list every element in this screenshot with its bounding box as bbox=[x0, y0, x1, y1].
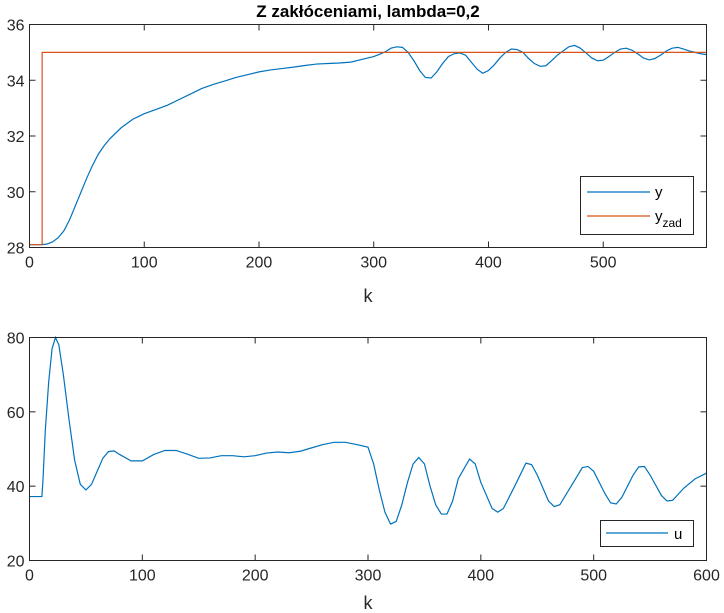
bottom-x-tick-label: 500 bbox=[580, 568, 607, 585]
top-y-tick-label: 34 bbox=[7, 73, 25, 90]
top-x-tick-label: 400 bbox=[475, 255, 502, 272]
top-x-tick-label: 500 bbox=[590, 255, 617, 272]
top-y-tick-label: 36 bbox=[7, 18, 25, 35]
top-subplot: Z zakłóceniami, lambda=0,2 0 100 200 300 400… bbox=[7, 2, 707, 306]
top-x-tick-label: 0 bbox=[25, 255, 34, 272]
bottom-y-tick-label: 20 bbox=[7, 554, 25, 571]
bottom-y-tick-label: 60 bbox=[7, 405, 25, 422]
bottom-x-ticks: 0 100 200 300 400 500 600 bbox=[25, 337, 720, 585]
legend-yzad-subscript: zad bbox=[663, 216, 682, 230]
bottom-x-tick-label: 100 bbox=[129, 568, 156, 585]
top-x-tick-label: 200 bbox=[246, 255, 273, 272]
bottom-series-line-u bbox=[29, 335, 707, 525]
legend-yzad-label: yzad bbox=[655, 208, 682, 230]
top-y-tick-label: 32 bbox=[7, 129, 25, 146]
top-y-ticks: 28 30 32 34 36 bbox=[7, 18, 707, 258]
bottom-x-tick-label: 600 bbox=[693, 568, 720, 585]
top-series-group bbox=[29, 44, 707, 246]
top-chart-title: Z zakłóceniami, lambda=0,2 bbox=[256, 2, 479, 21]
bottom-x-axis-label: k bbox=[364, 593, 374, 613]
bottom-y-ticks: 20 40 60 80 bbox=[7, 331, 707, 571]
top-series-line-y bbox=[29, 44, 707, 246]
legend-u-label: u bbox=[674, 526, 682, 543]
legend-yzad-main: y bbox=[655, 208, 663, 225]
top-y-tick-label: 30 bbox=[7, 185, 25, 202]
legend-y-label: y bbox=[655, 184, 663, 201]
bottom-x-tick-label: 300 bbox=[355, 568, 382, 585]
bottom-x-tick-label: 400 bbox=[467, 568, 494, 585]
bottom-legend: u bbox=[600, 520, 694, 547]
bottom-series-group bbox=[29, 335, 707, 525]
top-legend: y yzad bbox=[580, 176, 694, 235]
bottom-subplot: 0 100 200 300 400 500 600 20 40 60 80 k u bbox=[7, 331, 720, 613]
top-x-axis-label: k bbox=[364, 286, 374, 306]
top-y-tick-label: 28 bbox=[7, 241, 25, 258]
bottom-y-tick-label: 40 bbox=[7, 479, 25, 496]
bottom-y-tick-label: 80 bbox=[7, 331, 25, 348]
top-x-tick-label: 300 bbox=[360, 255, 387, 272]
bottom-x-tick-label: 0 bbox=[25, 568, 34, 585]
bottom-x-tick-label: 200 bbox=[242, 568, 269, 585]
top-legend-box bbox=[580, 176, 694, 235]
top-x-tick-label: 100 bbox=[131, 255, 158, 272]
top-x-ticks: 0 100 200 300 400 500 bbox=[25, 24, 617, 272]
top-series-line-yzad bbox=[29, 51, 707, 246]
